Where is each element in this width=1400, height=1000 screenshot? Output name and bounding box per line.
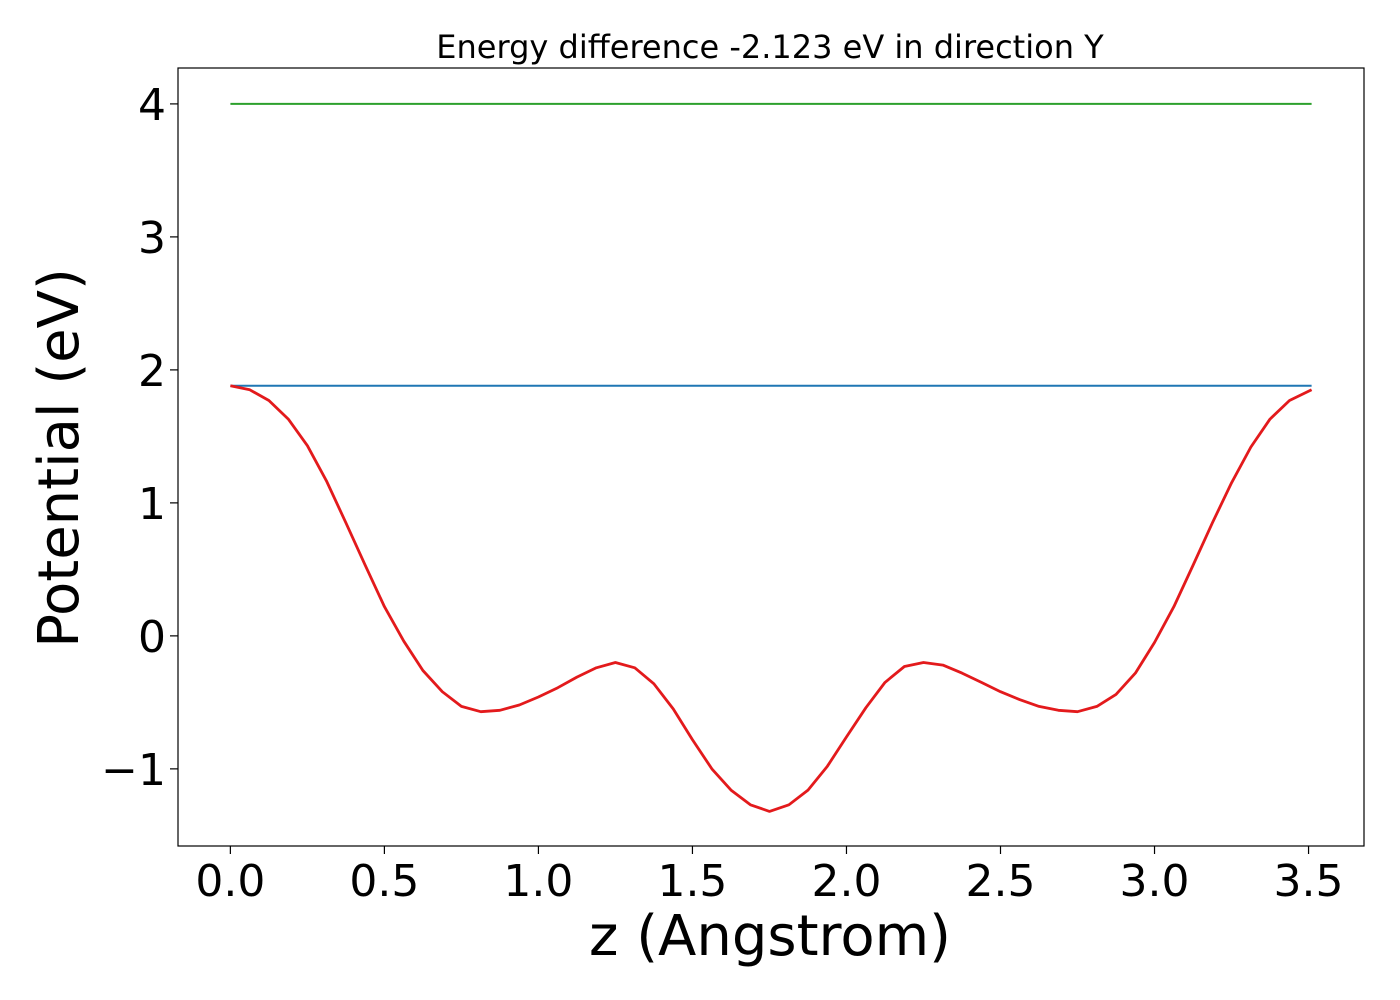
x-tick-label: 3.0 bbox=[1120, 856, 1190, 907]
series-line-2 bbox=[230, 384, 1313, 813]
y-axis: −1 0 1 2 3 4 bbox=[101, 80, 178, 796]
x-tick-label: 0.5 bbox=[349, 856, 419, 907]
x-axis: 0.0 0.5 1.0 1.5 2.0 2.5 3.0 3.5 bbox=[195, 846, 1344, 907]
x-axis-label: z (Angstrom) bbox=[589, 904, 951, 969]
x-tick-label: 1.5 bbox=[657, 856, 727, 907]
y-tick-label: 2 bbox=[138, 346, 166, 397]
x-tick-label: 3.5 bbox=[1274, 856, 1344, 907]
series-group bbox=[230, 102, 1313, 813]
x-tick-label: 1.0 bbox=[503, 856, 573, 907]
y-axis-label: Potential (eV) bbox=[27, 268, 92, 648]
x-tick-label: 0.0 bbox=[195, 856, 265, 907]
y-tick-label: 0 bbox=[138, 612, 166, 663]
y-tick-label: 1 bbox=[138, 479, 166, 530]
x-tick-label: 2.5 bbox=[966, 856, 1036, 907]
y-tick-label: −1 bbox=[101, 745, 166, 796]
plot-frame bbox=[177, 67, 1365, 847]
x-tick-label: 2.0 bbox=[811, 856, 881, 907]
y-tick-label: 3 bbox=[138, 213, 166, 264]
chart-title: Energy difference -2.123 eV in direction… bbox=[436, 28, 1104, 66]
y-tick-label: 4 bbox=[138, 80, 166, 131]
